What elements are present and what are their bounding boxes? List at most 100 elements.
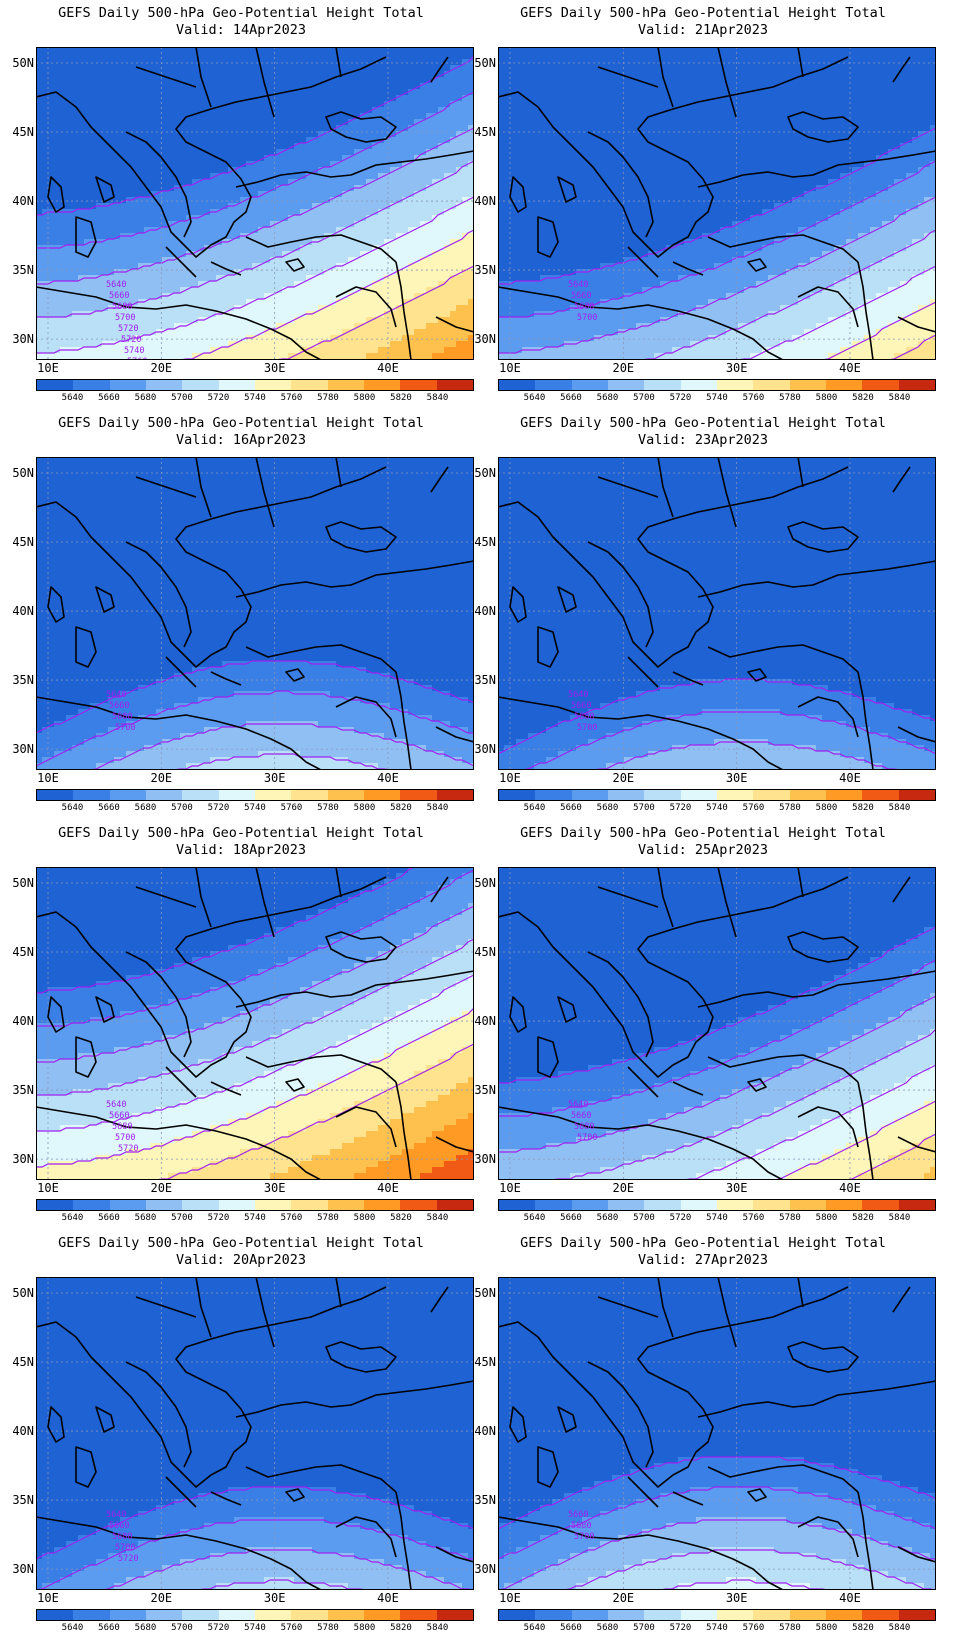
height-cell <box>294 257 301 264</box>
height-cell <box>282 113 289 120</box>
height-cell <box>90 113 97 120</box>
height-cell <box>342 353 349 360</box>
height-cell <box>450 245 457 252</box>
coastline <box>135 47 342 118</box>
height-cell <box>120 323 127 330</box>
height-cell <box>66 101 73 108</box>
height-cell <box>174 517 181 524</box>
height-cell <box>438 137 445 144</box>
height-cell <box>288 517 295 524</box>
height-cell <box>132 257 139 264</box>
height-cell <box>456 523 463 530</box>
height-cell <box>360 197 367 204</box>
height-cell <box>204 221 211 228</box>
height-cell <box>432 511 439 518</box>
height-cell <box>228 329 235 336</box>
height-cell <box>468 125 474 132</box>
height-cell <box>108 323 115 330</box>
height-cell <box>444 269 451 276</box>
height-cell <box>468 245 474 252</box>
height-cell <box>414 487 421 494</box>
height-cell <box>102 487 109 494</box>
height-cell <box>468 155 474 162</box>
height-cell <box>198 239 205 246</box>
height-cell <box>198 263 205 270</box>
height-cell <box>66 257 73 264</box>
height-cell <box>438 481 445 488</box>
height-cell <box>198 197 205 204</box>
height-cell <box>432 53 439 60</box>
height-cell <box>246 299 253 306</box>
height-cell <box>444 101 451 108</box>
height-cell <box>90 149 97 156</box>
height-cell <box>402 167 409 174</box>
height-cell <box>156 161 163 168</box>
height-cell <box>468 517 474 524</box>
height-cell <box>462 469 469 476</box>
height-cell <box>216 481 223 488</box>
height-cell <box>342 203 349 210</box>
height-cell <box>210 101 217 108</box>
height-cell <box>42 143 49 150</box>
height-cell <box>288 179 295 186</box>
height-cell <box>408 305 415 312</box>
height-cell <box>162 119 169 126</box>
height-cell <box>168 293 175 300</box>
height-cell <box>102 281 109 288</box>
height-cell <box>84 487 91 494</box>
height-cell <box>78 499 85 506</box>
height-cell <box>192 341 199 348</box>
height-cell <box>438 203 445 210</box>
height-cell <box>162 113 169 120</box>
height-cell <box>366 227 373 234</box>
height-cell <box>120 523 127 530</box>
height-cell <box>336 47 343 54</box>
height-cell <box>84 505 91 512</box>
height-cell <box>408 323 415 330</box>
height-cell <box>78 335 85 342</box>
height-cell <box>438 179 445 186</box>
height-cell <box>414 511 421 518</box>
height-cell <box>402 523 409 530</box>
height-cell <box>354 59 361 66</box>
height-cell <box>264 251 271 258</box>
height-cell <box>48 275 55 282</box>
height-cell <box>348 487 355 494</box>
height-cell <box>330 137 337 144</box>
height-cell <box>234 469 241 476</box>
height-cell <box>150 469 157 476</box>
height-cell <box>108 499 115 506</box>
height-cell <box>72 185 79 192</box>
height-cell <box>324 143 331 150</box>
height-cell <box>222 53 229 60</box>
height-cell <box>84 469 91 476</box>
height-cell <box>180 185 187 192</box>
height-cell <box>54 353 61 360</box>
height-cell <box>78 305 85 312</box>
height-cell <box>354 469 361 476</box>
height-cell <box>120 329 127 336</box>
height-cell <box>246 71 253 78</box>
height-cell <box>384 305 391 312</box>
height-cell <box>420 125 427 132</box>
height-cell <box>102 221 109 228</box>
height-cell <box>384 95 391 102</box>
height-cell <box>192 317 199 324</box>
height-cell <box>186 269 193 276</box>
height-cell <box>396 535 403 542</box>
height-cell <box>270 77 277 84</box>
height-cell <box>378 173 385 180</box>
height-cell <box>414 101 421 108</box>
height-cell <box>306 487 313 494</box>
height-cell <box>258 161 265 168</box>
height-cell <box>396 101 403 108</box>
height-cell <box>42 179 49 186</box>
height-cell <box>102 269 109 276</box>
height-cell <box>366 197 373 204</box>
height-cell <box>270 505 277 512</box>
height-cell <box>390 523 397 530</box>
height-cell <box>456 173 463 180</box>
height-cell <box>192 463 199 470</box>
height-cell <box>384 59 391 66</box>
height-cell <box>240 137 247 144</box>
